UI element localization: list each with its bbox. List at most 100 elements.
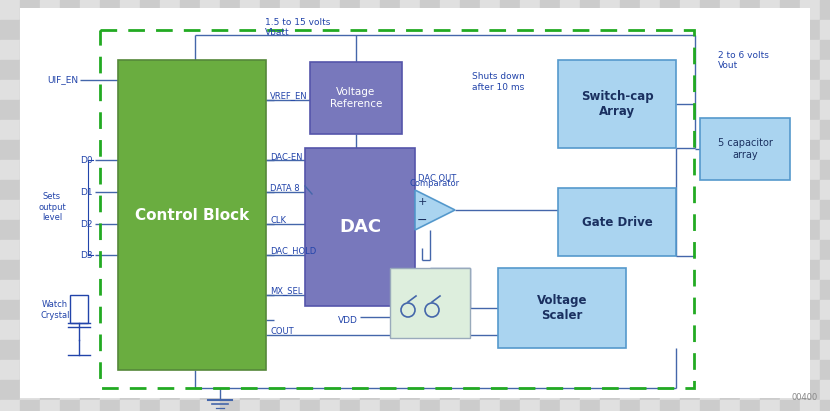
- Bar: [760, 360, 780, 380]
- Bar: [740, 220, 760, 240]
- Bar: [820, 240, 830, 260]
- Bar: [420, 240, 440, 260]
- Bar: [720, 200, 740, 220]
- Bar: [520, 20, 540, 40]
- Bar: [680, 280, 700, 300]
- Bar: [700, 320, 720, 340]
- Bar: [560, 340, 580, 360]
- Bar: [780, 380, 800, 400]
- Bar: [400, 60, 420, 80]
- Bar: [305, 148, 415, 306]
- Bar: [400, 20, 420, 40]
- Bar: [320, 200, 340, 220]
- Bar: [20, 380, 40, 400]
- Bar: [380, 400, 400, 411]
- Bar: [140, 300, 160, 320]
- Bar: [720, 40, 740, 60]
- Bar: [820, 260, 830, 280]
- Bar: [200, 380, 220, 400]
- Bar: [380, 280, 400, 300]
- Bar: [800, 40, 820, 60]
- Bar: [80, 340, 100, 360]
- Bar: [440, 400, 460, 411]
- Bar: [160, 120, 180, 140]
- Bar: [160, 200, 180, 220]
- Bar: [340, 260, 360, 280]
- Bar: [120, 280, 140, 300]
- Bar: [80, 120, 100, 140]
- Bar: [460, 160, 480, 180]
- Bar: [20, 260, 40, 280]
- Bar: [140, 40, 160, 60]
- Bar: [200, 40, 220, 60]
- Bar: [740, 160, 760, 180]
- Bar: [340, 160, 360, 180]
- Bar: [820, 300, 830, 320]
- Bar: [560, 380, 580, 400]
- Bar: [460, 180, 480, 200]
- Bar: [40, 400, 60, 411]
- Bar: [640, 0, 660, 20]
- Bar: [520, 220, 540, 240]
- Bar: [520, 360, 540, 380]
- Bar: [0, 80, 20, 100]
- Text: VREF_EN: VREF_EN: [270, 92, 308, 101]
- Bar: [380, 20, 400, 40]
- Bar: [500, 240, 520, 260]
- Bar: [320, 360, 340, 380]
- Bar: [20, 280, 40, 300]
- Bar: [20, 160, 40, 180]
- Bar: [460, 60, 480, 80]
- Bar: [460, 280, 480, 300]
- Bar: [540, 180, 560, 200]
- Bar: [180, 40, 200, 60]
- Bar: [260, 180, 280, 200]
- Bar: [40, 40, 60, 60]
- Bar: [320, 0, 340, 20]
- Bar: [560, 120, 580, 140]
- Bar: [620, 360, 640, 380]
- Bar: [40, 20, 60, 40]
- Bar: [600, 300, 620, 320]
- Bar: [380, 0, 400, 20]
- Bar: [300, 280, 320, 300]
- Bar: [500, 280, 520, 300]
- Bar: [720, 0, 740, 20]
- Bar: [760, 140, 780, 160]
- Text: Shuts down
after 10 ms: Shuts down after 10 ms: [472, 72, 525, 92]
- Bar: [440, 160, 460, 180]
- Bar: [200, 100, 220, 120]
- Bar: [80, 220, 100, 240]
- Bar: [340, 400, 360, 411]
- Bar: [240, 360, 260, 380]
- Bar: [200, 80, 220, 100]
- Bar: [720, 180, 740, 200]
- Bar: [560, 240, 580, 260]
- Bar: [640, 220, 660, 240]
- Bar: [440, 280, 460, 300]
- Bar: [640, 40, 660, 60]
- Bar: [640, 20, 660, 40]
- Bar: [560, 400, 580, 411]
- Bar: [60, 0, 80, 20]
- Bar: [80, 400, 100, 411]
- Bar: [180, 200, 200, 220]
- Bar: [380, 40, 400, 60]
- Bar: [700, 180, 720, 200]
- Bar: [540, 320, 560, 340]
- Bar: [560, 220, 580, 240]
- Bar: [100, 30, 694, 388]
- Bar: [300, 220, 320, 240]
- Bar: [780, 180, 800, 200]
- Bar: [200, 160, 220, 180]
- Bar: [280, 80, 300, 100]
- Bar: [160, 260, 180, 280]
- Bar: [820, 180, 830, 200]
- Bar: [640, 180, 660, 200]
- Bar: [360, 120, 380, 140]
- Bar: [120, 60, 140, 80]
- Text: D1: D1: [81, 187, 93, 196]
- Bar: [480, 340, 500, 360]
- Bar: [620, 240, 640, 260]
- Bar: [20, 40, 40, 60]
